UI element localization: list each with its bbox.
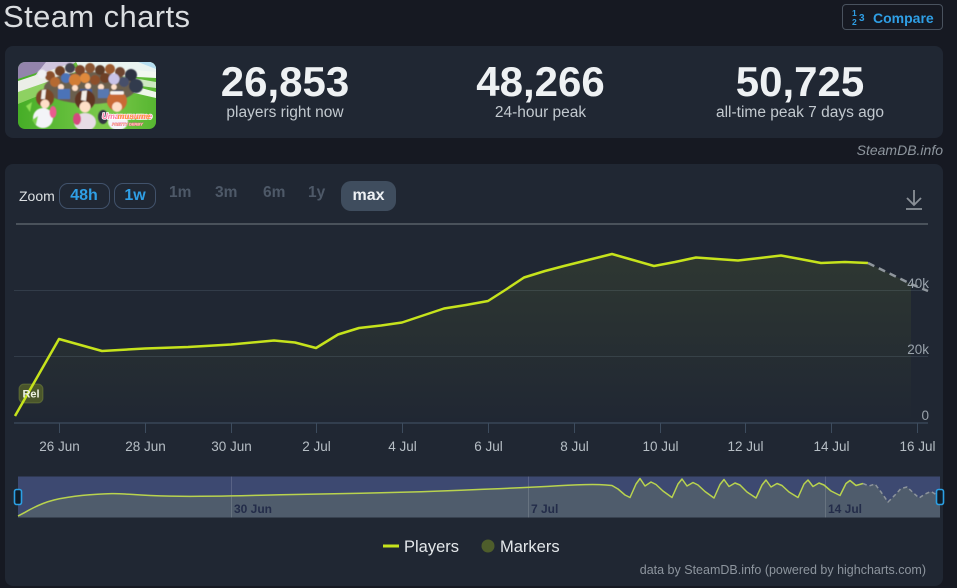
svg-text:Players: Players [404, 538, 459, 556]
svg-text:8 Jul: 8 Jul [560, 439, 589, 454]
svg-text:40k: 40k [907, 276, 929, 291]
svg-text:20k: 20k [907, 342, 929, 357]
svg-text:Rel: Rel [22, 389, 39, 401]
svg-text:PRETTY DERBY: PRETTY DERBY [112, 122, 143, 127]
svg-text:musume: musume [118, 112, 151, 121]
svg-text:2 Jul: 2 Jul [302, 439, 331, 454]
svg-text:14 Jul: 14 Jul [813, 439, 849, 454]
svg-text:3: 3 [859, 13, 865, 24]
svg-text:0: 0 [921, 408, 929, 423]
svg-text:6 Jul: 6 Jul [474, 439, 503, 454]
svg-text:28 Jun: 28 Jun [125, 439, 166, 454]
svg-text:12 Jul: 12 Jul [727, 439, 763, 454]
svg-text:30 Jun: 30 Jun [234, 502, 272, 516]
svg-text:30 Jun: 30 Jun [211, 439, 252, 454]
svg-text:Umamusume: Umamusume [102, 112, 153, 121]
svg-text:Markers: Markers [500, 538, 560, 556]
svg-text:Uma: Uma [102, 112, 120, 121]
svg-text:4 Jul: 4 Jul [388, 439, 417, 454]
svg-text:7 Jul: 7 Jul [531, 502, 558, 516]
svg-text:1: 1 [852, 8, 857, 18]
svg-text:10 Jul: 10 Jul [642, 439, 678, 454]
svg-text:2: 2 [852, 17, 857, 26]
svg-text:26 Jun: 26 Jun [39, 439, 80, 454]
svg-text:16 Jul: 16 Jul [899, 439, 935, 454]
svg-text:14 Jul: 14 Jul [828, 502, 862, 516]
